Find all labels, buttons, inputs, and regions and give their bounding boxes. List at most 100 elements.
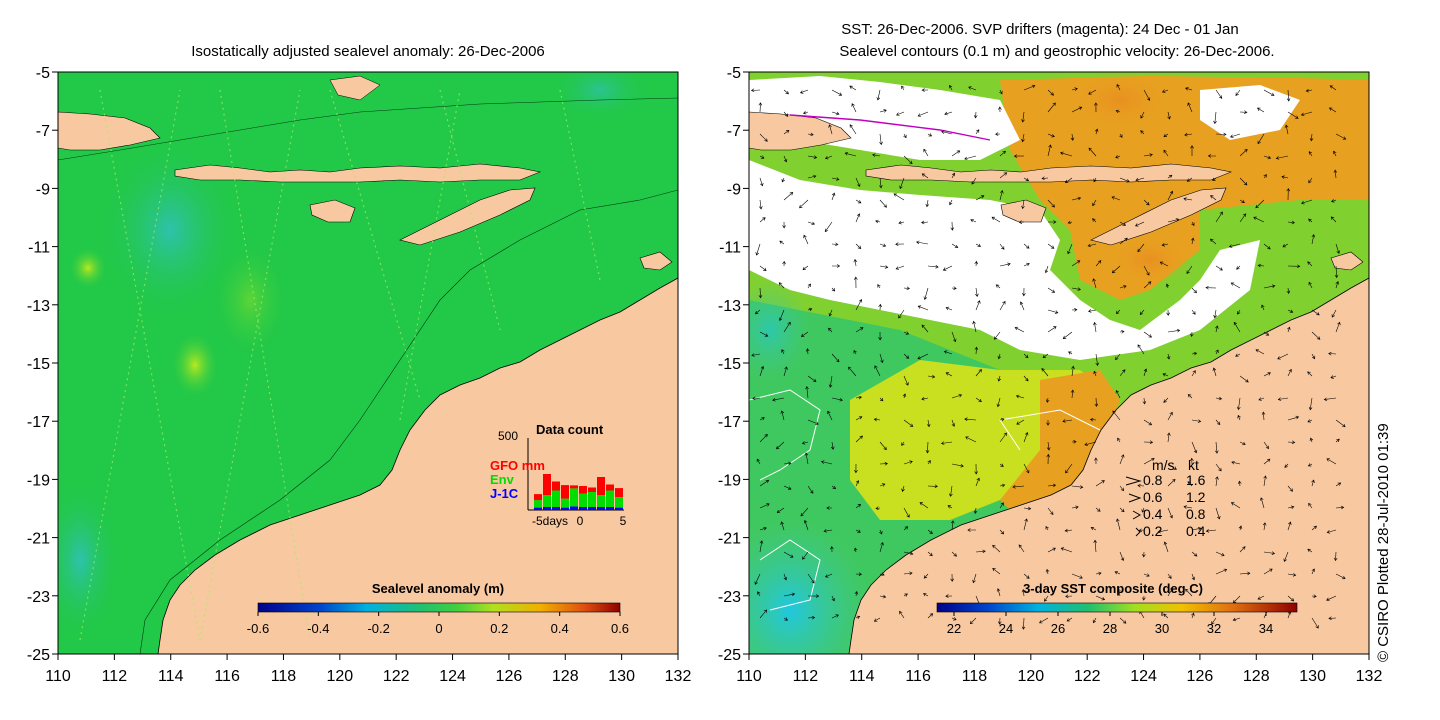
arrow-icon <box>1143 419 1153 426</box>
arrow-icon <box>1301 199 1313 205</box>
arrow-icon <box>940 441 953 445</box>
arrow-icon <box>1185 87 1193 91</box>
arrow-icon <box>903 155 913 165</box>
left-island-sumba <box>309 199 356 223</box>
arrow-icon <box>1044 265 1049 274</box>
arrow-icon <box>1041 176 1049 181</box>
arrow-icon <box>1287 309 1294 313</box>
arrow-icon <box>1115 389 1121 399</box>
arrow-icon <box>1115 155 1121 159</box>
arrow-icon <box>1239 110 1248 114</box>
left-map-area <box>58 72 678 654</box>
arrow-icon <box>903 331 910 335</box>
arrow-icon <box>951 393 963 399</box>
arrow-icon <box>927 265 939 269</box>
arrow-icon <box>876 89 881 101</box>
arrow-icon <box>1307 261 1313 267</box>
arrow-icon <box>826 506 832 510</box>
arrow-icon <box>1095 353 1100 366</box>
inset-x-tick-label: 0 <box>577 514 584 528</box>
arrow-icon <box>1263 174 1267 179</box>
velocity-legend-ms: 0.6 <box>1143 489 1163 505</box>
arrow-icon <box>807 375 817 383</box>
arrow-icon <box>944 111 953 116</box>
arrow-icon <box>807 221 816 226</box>
arrow-icon <box>965 436 977 443</box>
arrow-icon <box>1143 281 1152 289</box>
arrow-icon <box>1215 396 1223 401</box>
arrow-icon <box>1142 595 1146 601</box>
inset-bar-blue <box>615 507 623 510</box>
arrow-icon <box>1215 551 1225 557</box>
arrow-icon <box>975 129 980 135</box>
arrow-icon <box>975 243 982 247</box>
arrow-icon <box>927 613 934 619</box>
arrow-icon <box>1232 617 1241 622</box>
arrow-icon <box>1253 216 1265 223</box>
velocity-legend-arrow-icon <box>1125 476 1142 486</box>
left-x-axis: 110 112 114 116 118 120 122 124 126 128 130 132 <box>45 654 691 685</box>
right-island-sumba <box>1000 199 1047 223</box>
arrow-icon <box>1047 507 1054 515</box>
arrow-icon <box>941 130 953 135</box>
right-x-tick-label: 128 <box>1243 668 1270 685</box>
arrow-icon <box>1212 177 1217 182</box>
arrow-icon <box>903 133 907 139</box>
right-cloud-east <box>1200 85 1300 140</box>
arrow-icon <box>779 240 785 245</box>
left-x-tick-label: 124 <box>439 668 466 685</box>
inset-bar-red <box>534 494 542 501</box>
arrow-icon <box>879 441 887 451</box>
arrow-icon <box>1190 457 1194 465</box>
arrow-icon <box>899 610 905 619</box>
left-colorbar-title: Sealevel anomaly (m) <box>372 581 504 596</box>
arrow-icon <box>1047 89 1054 96</box>
arrow-icon <box>853 258 858 267</box>
arrow-icon <box>1117 437 1121 443</box>
arrow-icon <box>1257 133 1265 145</box>
arrow-icon <box>1167 587 1174 597</box>
arrow-icon <box>1263 568 1273 575</box>
arrow-icon <box>830 441 835 450</box>
left-colorbar-tick-label: 0.2 <box>490 621 508 636</box>
arrow-icon <box>1093 177 1097 183</box>
inset-legend-label: J-1C <box>490 486 519 501</box>
arrow-icon <box>803 519 809 531</box>
arrow-icon <box>781 349 785 355</box>
arrow-icon <box>1255 349 1265 355</box>
arrow-icon <box>1167 507 1173 519</box>
arrow-icon <box>1163 133 1169 138</box>
arrow-icon <box>820 460 833 465</box>
arrow-icon <box>1021 133 1025 143</box>
arrow-icon <box>873 417 881 422</box>
arrow-icon <box>927 529 933 534</box>
arrow-icon <box>1143 573 1150 577</box>
inset-ymax-label: 500 <box>498 429 518 443</box>
arrow-icon <box>1163 613 1169 619</box>
arrow-icon <box>1119 617 1127 624</box>
left-y-tick-label: -25 <box>27 647 50 664</box>
inset-bar-blue <box>552 507 560 510</box>
arrow-icon <box>853 547 858 553</box>
arrow-icon <box>1159 261 1169 267</box>
arrow-icon <box>1263 458 1271 465</box>
arrow-icon <box>879 109 887 113</box>
right-x-tick-label: 110 <box>736 668 762 685</box>
arrow-icon <box>1263 284 1276 289</box>
arrow-icon <box>1065 463 1073 474</box>
arrow-icon <box>1094 128 1099 135</box>
arrow-icon <box>1191 351 1198 356</box>
arrow-icon <box>1044 595 1049 602</box>
arrow-icon <box>927 484 938 489</box>
arrow-icon <box>901 85 905 91</box>
arrow-icon <box>783 485 792 490</box>
arrow-icon <box>1237 309 1241 315</box>
arrow-icon <box>1012 485 1025 489</box>
arrow-icon <box>853 349 857 355</box>
arrow-icon <box>849 124 857 135</box>
arrow-icon <box>1095 571 1102 576</box>
right-x-tick-label: 118 <box>962 668 988 685</box>
arrow-icon <box>1071 440 1077 444</box>
arrow-icon <box>752 396 761 401</box>
arrow-icon <box>1047 309 1059 314</box>
